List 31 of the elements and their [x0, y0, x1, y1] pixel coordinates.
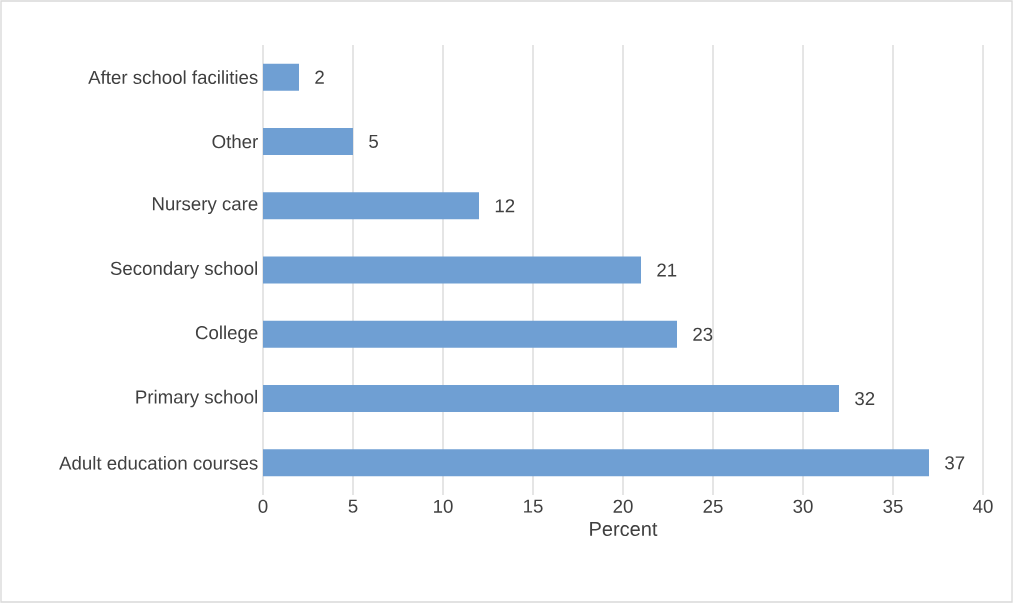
data-label: 2	[315, 70, 324, 84]
y-tick-label: Adult education courses	[59, 456, 258, 470]
data-label: 37	[945, 456, 965, 470]
bar	[263, 385, 840, 413]
x-tick-label: 10	[434, 499, 453, 513]
data-label: 21	[657, 263, 677, 277]
data-label: 12	[495, 199, 515, 213]
x-tick-label: 25	[703, 499, 723, 513]
bar	[263, 127, 353, 155]
x-tick-label: 0	[258, 499, 268, 513]
x-tick-label: 15	[524, 499, 543, 513]
x-axis-title: Percent	[590, 522, 658, 537]
data-label: 5	[369, 134, 378, 148]
bar	[263, 63, 299, 91]
data-label: 32	[855, 391, 875, 406]
data-label: 23	[693, 327, 713, 341]
y-tick-label: Primary school	[136, 389, 258, 408]
x-tick-label: 30	[793, 499, 813, 513]
x-tick-label: 20	[613, 499, 633, 513]
x-tick-label: 5	[348, 499, 358, 513]
bar	[263, 320, 677, 348]
y-tick-label: After school facilities	[88, 70, 258, 85]
x-tick-label: 40	[973, 499, 993, 513]
x-tick-label: 35	[883, 499, 903, 513]
y-tick-label: Other	[212, 134, 258, 149]
bar	[263, 256, 642, 284]
y-tick-label: Secondary school	[110, 261, 258, 279]
y-tick-label: College	[195, 325, 258, 343]
y-tick-label: Nursery care	[152, 197, 258, 215]
bar	[263, 192, 479, 220]
bar	[263, 449, 930, 477]
